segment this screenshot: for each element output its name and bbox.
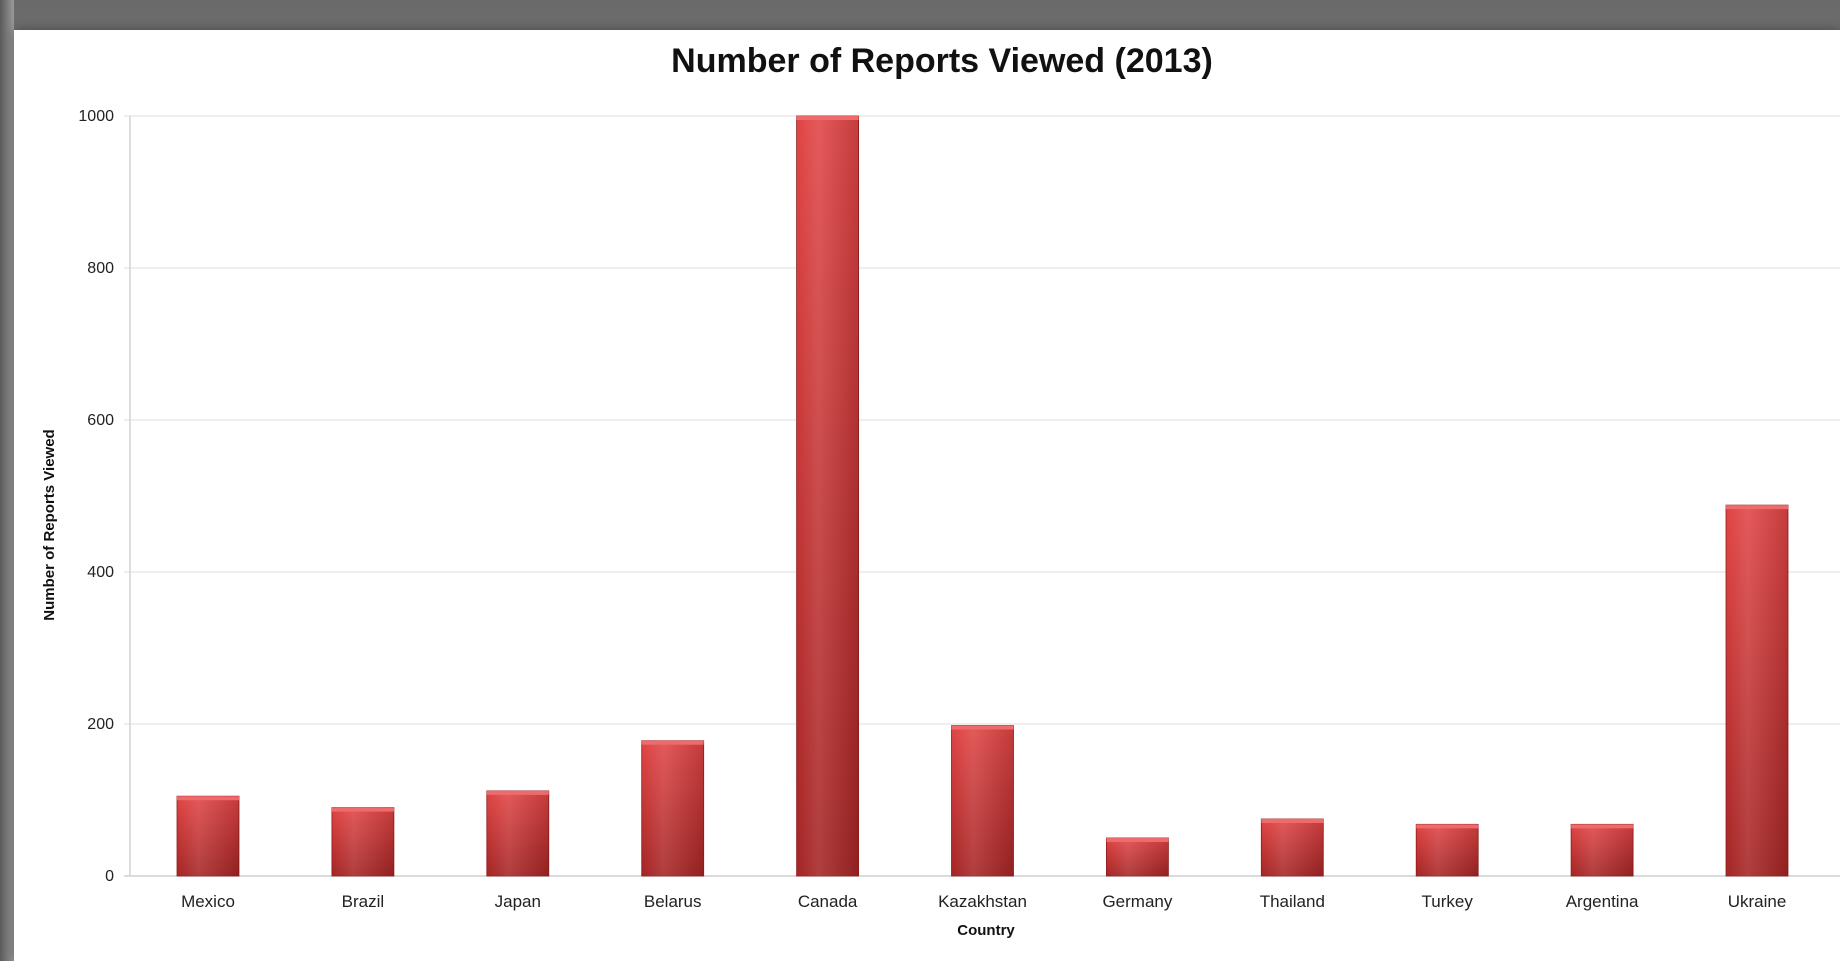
bar-cap (951, 725, 1014, 730)
bar-cap (1571, 824, 1634, 829)
x-tick-label: Kazakhstan (938, 892, 1027, 911)
x-tick-label: Japan (495, 892, 541, 911)
x-axis-ticks: Mexico Brazil Japan Belarus Canada Kazakhstan… (181, 892, 1786, 911)
bar-sheen (486, 790, 549, 876)
bar-cap (641, 740, 704, 745)
backdrop-edge (0, 0, 14, 961)
x-tick-label: Germany (1102, 892, 1172, 911)
bar-japan (486, 790, 550, 877)
bar-cap (177, 796, 239, 801)
x-tick-label: Brazil (342, 892, 385, 911)
x-axis-title: Country (957, 922, 1015, 939)
y-tick-label: 0 (105, 868, 114, 885)
y-tick-label: 200 (87, 716, 114, 733)
x-tick-label: Turkey (1422, 892, 1474, 911)
x-tick-label: Thailand (1260, 892, 1325, 911)
bar-chart: Number of Reports Viewed (2013) 0 200 400 6… (41, 42, 1840, 939)
bar-cap (486, 790, 549, 795)
y-axis-title: Number of Reports Viewed (41, 429, 58, 620)
bar-cap (1416, 824, 1479, 829)
bars (176, 115, 1789, 877)
chart-title: Number of Reports Viewed (2013) (671, 42, 1213, 80)
y-tick-label: 800 (87, 260, 114, 277)
chart-card: Number of Reports Viewed (2013) 0 200 400 6… (14, 30, 1840, 961)
x-tick-label: Ukraine (1728, 892, 1787, 911)
bar-cap (1261, 819, 1324, 823)
bar-sheen (177, 796, 239, 876)
x-tick-label: Argentina (1566, 892, 1639, 911)
y-tick-label: 1000 (78, 108, 114, 125)
bar-germany (1106, 837, 1169, 877)
y-tick-label: 600 (87, 412, 114, 429)
gridlines (124, 115, 1840, 877)
bar-cap (1106, 838, 1169, 842)
bar-brazil (331, 807, 395, 877)
x-tick-label: Belarus (644, 892, 702, 911)
bar-belarus (641, 740, 705, 877)
bar-sheen (1106, 838, 1169, 876)
bar-ukraine (1725, 504, 1789, 877)
bar-cap (331, 807, 394, 812)
bar-sheen (641, 740, 704, 876)
bar-sheen (1416, 824, 1479, 876)
y-tick-label: 400 (87, 564, 114, 581)
bar-sheen (951, 725, 1014, 876)
bar-cap (1726, 505, 1788, 510)
bar-sheen (1261, 819, 1324, 876)
bar-sheen (1571, 824, 1634, 876)
x-tick-label: Mexico (181, 892, 235, 911)
bar-canada (796, 115, 859, 877)
bar-argentina (1570, 823, 1634, 877)
bar-sheen (331, 807, 394, 876)
bar-cap (796, 116, 859, 120)
bar-thailand (1260, 818, 1324, 877)
bar-kazakhstan (951, 725, 1014, 877)
bar-sheen (796, 116, 859, 876)
y-axis-ticks: 0 200 400 600 800 1000 (78, 108, 114, 885)
bar-mexico (176, 795, 240, 877)
bar-sheen (1726, 505, 1788, 876)
x-tick-label: Canada (798, 892, 858, 911)
bar-turkey (1415, 823, 1479, 877)
